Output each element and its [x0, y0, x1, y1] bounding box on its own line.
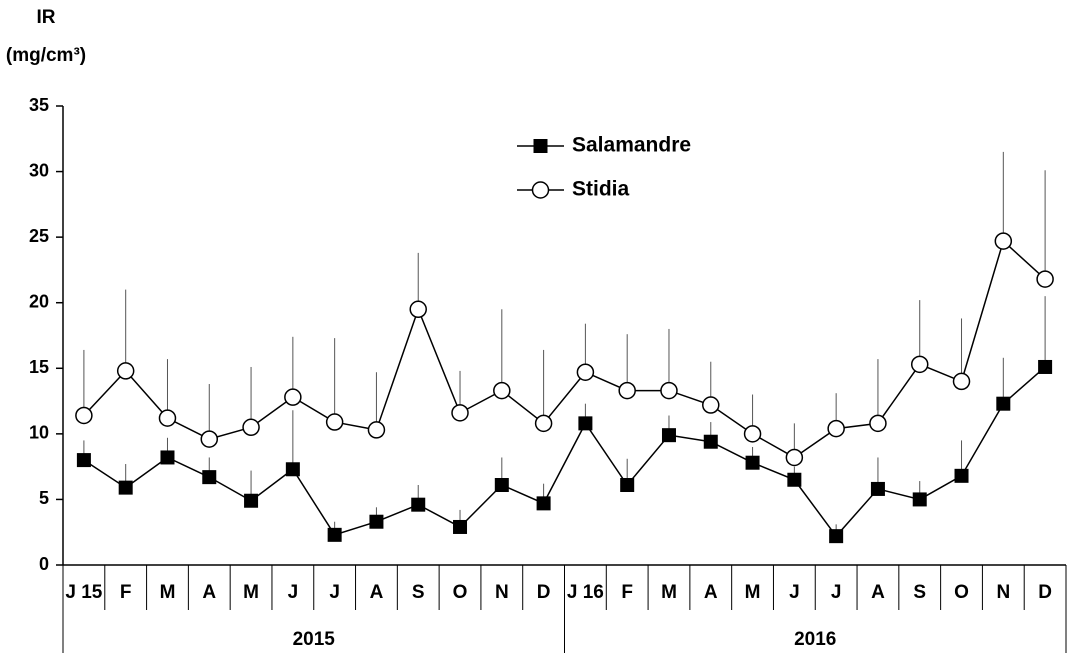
marker	[743, 425, 762, 443]
y-tick-label: 20	[29, 291, 49, 311]
y-tick-label: 5	[39, 488, 49, 508]
marker	[158, 409, 177, 427]
x-tick-label: M	[745, 582, 761, 603]
y-tick-label: 25	[29, 226, 49, 246]
x-tick-label: D	[1038, 582, 1052, 603]
marker	[660, 381, 678, 400]
x-tick-label: F	[621, 582, 633, 603]
series-line	[83, 366, 1046, 538]
y-tick-label: 10	[29, 423, 49, 443]
marker	[952, 372, 971, 391]
marker	[620, 478, 635, 493]
x-tick-label: J 16	[567, 582, 604, 603]
marker	[494, 478, 509, 493]
marker	[411, 497, 426, 512]
x-tick-label: O	[954, 582, 969, 603]
y-tick-label: 30	[29, 160, 49, 180]
marker	[284, 388, 302, 406]
x-tick-label: A	[370, 582, 384, 603]
marker	[409, 300, 427, 319]
marker	[745, 455, 760, 470]
marker	[912, 492, 927, 507]
marker	[367, 421, 386, 439]
marker	[369, 514, 384, 529]
marker	[451, 404, 469, 422]
x-tick-label: A	[871, 582, 885, 603]
marker	[1038, 359, 1053, 374]
legend-label: Stidia	[572, 178, 629, 201]
x-tick-label: N	[495, 582, 509, 603]
y-axis-label: (mg/cm³)	[6, 45, 86, 66]
marker	[703, 434, 718, 449]
marker	[242, 418, 260, 437]
marker	[618, 381, 636, 400]
marker	[576, 363, 595, 381]
legend-marker	[531, 181, 550, 199]
marker	[1036, 270, 1054, 288]
x-tick-label: F	[120, 582, 132, 603]
marker	[116, 362, 135, 380]
marker	[954, 468, 969, 483]
marker	[994, 232, 1013, 250]
y-tick-label: 0	[39, 554, 49, 574]
marker	[327, 527, 342, 542]
x-tick-label: J	[329, 582, 340, 603]
marker	[118, 480, 133, 495]
marker	[202, 470, 217, 485]
marker	[869, 414, 887, 433]
legend-label: Salamandre	[572, 134, 691, 157]
marker	[661, 428, 676, 443]
marker	[870, 481, 885, 496]
marker	[160, 450, 175, 465]
marker	[702, 396, 720, 414]
marker	[996, 396, 1011, 411]
x-tick-label: S	[412, 582, 425, 603]
marker	[536, 496, 551, 511]
group-label: 2016	[794, 629, 836, 650]
x-tick-label: D	[537, 582, 551, 603]
marker	[787, 472, 802, 487]
marker	[829, 529, 844, 544]
x-tick-label: J 15	[65, 582, 102, 603]
marker	[910, 355, 929, 374]
x-tick-label: J	[288, 582, 299, 603]
marker	[75, 406, 93, 425]
marker	[200, 430, 219, 448]
x-tick-label: M	[661, 582, 677, 603]
x-tick-label: N	[996, 582, 1010, 603]
series-line	[83, 239, 1046, 459]
y-tick-label: 15	[29, 357, 49, 377]
x-tick-label: J	[831, 582, 842, 603]
marker	[76, 453, 91, 468]
x-tick-label: A	[202, 582, 216, 603]
marker	[785, 448, 804, 467]
marker	[534, 414, 553, 433]
group-label: 2015	[293, 629, 336, 650]
y-axis-label: IR	[37, 7, 56, 28]
y-tick-label: 35	[29, 95, 49, 115]
marker	[578, 416, 593, 431]
x-tick-label: J	[789, 582, 800, 603]
legend-marker	[533, 139, 548, 153]
marker	[325, 413, 344, 431]
x-tick-label: M	[243, 582, 259, 603]
x-tick-label: M	[160, 582, 176, 603]
marker	[453, 519, 468, 534]
marker	[285, 462, 300, 477]
x-tick-label: O	[453, 582, 468, 603]
marker	[827, 419, 845, 438]
marker	[244, 493, 259, 508]
marker	[493, 381, 511, 400]
x-tick-label: A	[704, 582, 718, 603]
x-tick-label: S	[913, 582, 926, 603]
